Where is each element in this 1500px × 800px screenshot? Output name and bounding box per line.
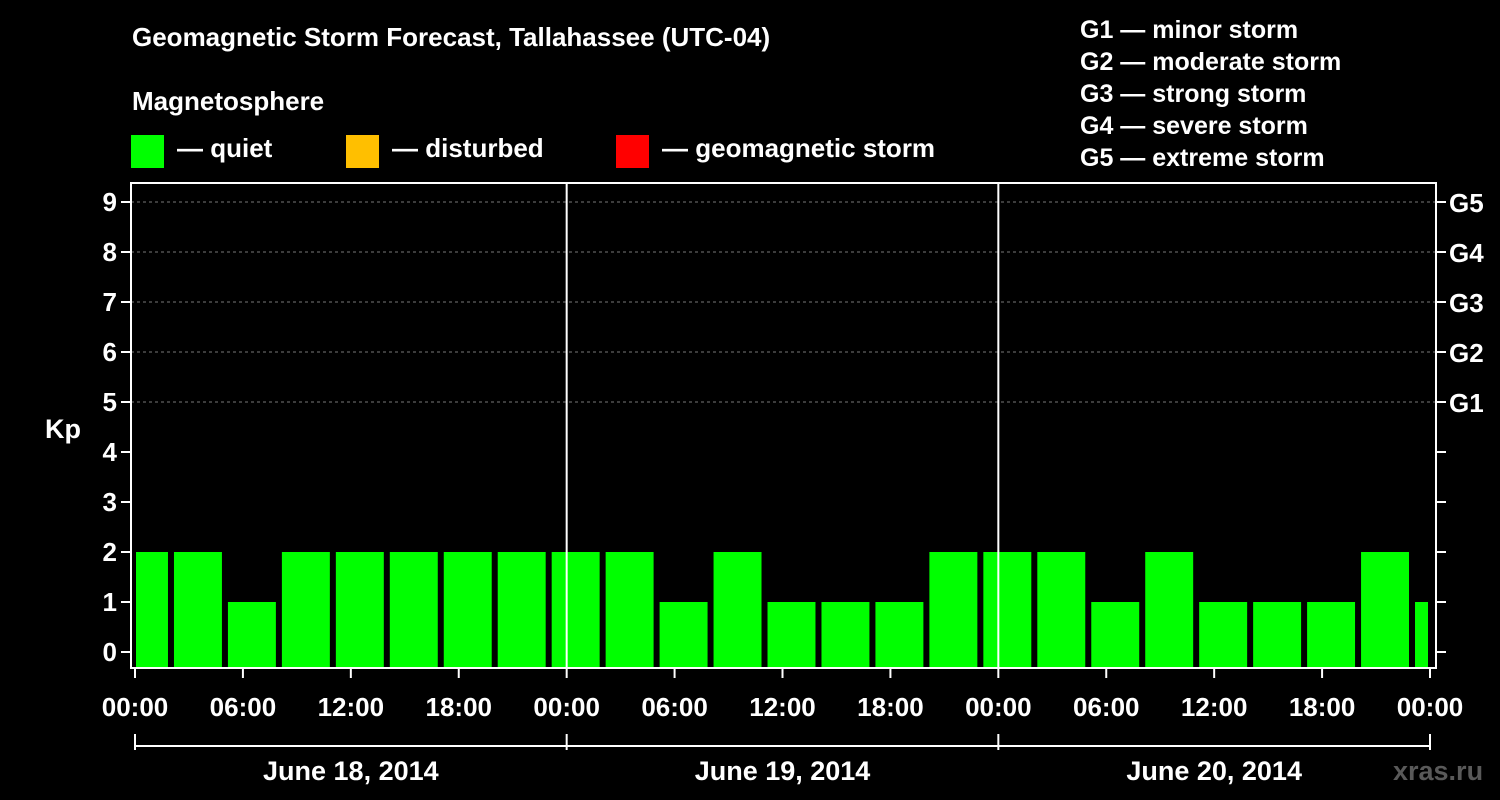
kp-bar	[497, 552, 546, 667]
kp-bar	[713, 552, 762, 667]
y-tick-label: 9	[103, 187, 117, 217]
axes-layer: 0 1 2 3 4 5 6 7 8 9 G1 G2 G3 G4 G5 00:00 06:00 12:00 18:00…	[102, 182, 1484, 786]
legend-swatch-quiet	[131, 135, 164, 168]
day-label: June 19, 2014	[695, 756, 871, 786]
g-scale-tick-label: G3	[1449, 288, 1484, 318]
kp-bar	[605, 552, 654, 667]
y-tick-label: 5	[103, 387, 117, 417]
kp-bar	[551, 552, 600, 667]
kp-bar	[929, 552, 978, 667]
g-scale-tick-label: G4	[1449, 238, 1484, 268]
kp-bar	[1037, 552, 1086, 667]
kp-bar	[659, 602, 708, 667]
kp-bar	[1361, 552, 1410, 667]
g-scale-tick-label: G1	[1449, 388, 1484, 418]
g-scale-item-g4: G4 — severe storm	[1080, 112, 1308, 140]
x-tick-label: 18:00	[857, 692, 924, 722]
g-scale-item-g2: G2 — moderate storm	[1080, 48, 1342, 76]
kp-bar	[821, 602, 870, 667]
x-tick-label: 00:00	[533, 692, 600, 722]
y-axis-label: Kp	[45, 414, 81, 444]
y-tick-label: 0	[103, 637, 117, 667]
kp-bar	[1253, 602, 1302, 667]
legend-label-quiet: — quiet	[177, 133, 273, 163]
kp-bar	[1415, 602, 1428, 667]
chart-title: Geomagnetic Storm Forecast, Tallahassee …	[132, 22, 771, 52]
legend-label-storm: — geomagnetic storm	[662, 133, 936, 163]
y-tick-label: 2	[103, 537, 117, 567]
kp-bar	[1199, 602, 1248, 667]
g-scale-item-g3: G3 — strong storm	[1080, 80, 1307, 108]
x-tick-label: 18:00	[1289, 692, 1356, 722]
y-tick-label: 3	[103, 487, 117, 517]
legend-swatch-storm	[616, 135, 649, 168]
kp-bar	[335, 552, 384, 667]
kp-bar	[1145, 552, 1194, 667]
x-tick-label: 12:00	[749, 692, 816, 722]
x-tick-label: 00:00	[102, 692, 169, 722]
x-tick-label: 06:00	[210, 692, 277, 722]
x-tick-label: 18:00	[426, 692, 493, 722]
kp-bar	[443, 552, 492, 667]
legend-label-disturbed: — disturbed	[392, 133, 544, 163]
x-tick-label: 00:00	[965, 692, 1032, 722]
g-scale-item-g5: G5 — extreme storm	[1080, 144, 1325, 172]
kp-bar	[136, 552, 168, 667]
day-label: June 18, 2014	[263, 756, 439, 786]
kp-bar	[173, 552, 222, 667]
kp-bar	[767, 602, 816, 667]
kp-bar	[1091, 602, 1140, 667]
grid-layer	[131, 201, 1436, 403]
g-scale-legend: G1 — minor storm G2 — moderate storm G3 …	[1080, 14, 1341, 174]
kp-bar	[875, 602, 924, 667]
g-scale-tick-label: G5	[1449, 188, 1484, 218]
credit-watermark: xras.ru	[1393, 756, 1484, 786]
y-tick-label: 7	[103, 287, 117, 317]
y-tick-label: 1	[103, 587, 117, 617]
x-tick-label: 00:00	[1397, 692, 1464, 722]
x-tick-label: 12:00	[1181, 692, 1248, 722]
x-tick-label: 12:00	[318, 692, 385, 722]
legend-swatch-disturbed	[346, 135, 379, 168]
g-scale-item-g1: G1 — minor storm	[1080, 16, 1299, 44]
kp-bar	[983, 552, 1032, 667]
legend-heading: Magnetosphere	[132, 86, 325, 116]
kp-bar	[281, 552, 330, 667]
x-tick-label: 06:00	[1073, 692, 1140, 722]
g-scale-tick-label: G2	[1449, 338, 1484, 368]
kp-bar	[227, 602, 276, 667]
day-label: June 20, 2014	[1126, 756, 1302, 786]
bars-layer	[136, 552, 1428, 667]
kp-bar	[1307, 602, 1356, 667]
y-tick-label: 4	[103, 437, 118, 467]
y-tick-label: 8	[103, 237, 117, 267]
y-tick-label: 6	[103, 337, 117, 367]
x-tick-label: 06:00	[641, 692, 708, 722]
kp-bar	[389, 552, 438, 667]
